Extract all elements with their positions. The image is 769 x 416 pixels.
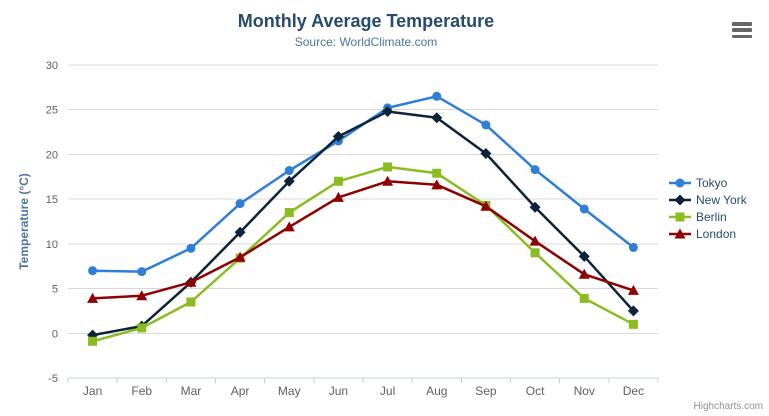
x-axis-label: Jan xyxy=(83,384,102,398)
triangle-marker-icon[interactable] xyxy=(480,200,492,211)
diamond-marker-icon[interactable] xyxy=(674,194,686,206)
triangle-marker-icon[interactable] xyxy=(529,235,541,246)
diamond-marker-icon[interactable] xyxy=(529,201,541,213)
legend-label: Berlin xyxy=(696,210,727,224)
series-london[interactable] xyxy=(87,175,639,303)
diamond-marker-icon[interactable] xyxy=(431,112,443,124)
triangle-marker-icon[interactable] xyxy=(382,175,394,186)
circle-marker-icon[interactable] xyxy=(186,243,196,253)
triangle-marker-icon[interactable] xyxy=(627,284,639,295)
circle-marker-icon[interactable] xyxy=(88,266,98,276)
triangle-marker-icon[interactable] xyxy=(136,290,148,301)
square-marker-icon[interactable] xyxy=(675,212,685,222)
legend-label: Tokyo xyxy=(696,176,728,190)
legend-item-tokyo[interactable]: Tokyo xyxy=(669,177,747,189)
diamond-marker-icon[interactable] xyxy=(283,175,295,187)
y-axis-label: 30 xyxy=(46,60,58,72)
triangle-legend-marker-icon xyxy=(669,228,691,239)
square-marker-icon[interactable] xyxy=(579,293,589,303)
circle-marker-icon[interactable] xyxy=(432,91,442,101)
circle-marker-icon[interactable] xyxy=(579,204,589,214)
circle-marker-icon[interactable] xyxy=(284,166,294,176)
y-axis-label: 15 xyxy=(46,194,58,206)
x-axis-label: Aug xyxy=(426,384,447,398)
square-marker-icon[interactable] xyxy=(88,336,98,346)
series-new-york[interactable] xyxy=(87,106,639,341)
square-marker-icon[interactable] xyxy=(432,168,442,178)
square-marker-icon[interactable] xyxy=(333,176,343,186)
square-marker-icon[interactable] xyxy=(530,248,540,258)
square-legend-marker-icon xyxy=(669,212,691,222)
x-axis-label: Sep xyxy=(475,384,497,398)
export-menu-button[interactable] xyxy=(732,22,752,38)
y-axis-label: 20 xyxy=(46,149,58,161)
triangle-marker-icon[interactable] xyxy=(234,251,246,262)
chart-title: Monthly Average Temperature xyxy=(237,11,495,31)
diamond-marker-icon[interactable] xyxy=(480,148,492,160)
circle-marker-icon[interactable] xyxy=(235,199,245,209)
x-axis-label: Jun xyxy=(329,384,348,398)
diamond-marker-icon[interactable] xyxy=(578,250,590,262)
series-line[interactable] xyxy=(91,110,635,337)
triangle-marker-icon[interactable] xyxy=(431,179,443,190)
y-axis-label: 10 xyxy=(46,239,58,251)
chart-subtitle: Source: WorldClimate.com xyxy=(294,35,438,49)
circle-legend-marker-icon xyxy=(669,178,691,188)
legend: Tokyo New York Berlin London xyxy=(669,177,747,240)
legend-item-new-york[interactable]: New York xyxy=(669,194,747,206)
triangle-marker-icon[interactable] xyxy=(332,191,344,202)
legend-item-berlin[interactable]: Berlin xyxy=(669,211,747,223)
triangle-marker-icon[interactable] xyxy=(283,221,295,232)
triangle-marker-icon[interactable] xyxy=(674,228,686,239)
hamburger-menu-icon xyxy=(732,28,752,32)
x-axis-label: Dec xyxy=(623,384,644,398)
y-axis-title: Temperature (°C) xyxy=(17,173,31,270)
circle-marker-icon[interactable] xyxy=(628,242,638,252)
diamond-marker-icon[interactable] xyxy=(382,106,394,118)
circle-marker-icon[interactable] xyxy=(530,165,540,175)
x-axis-label: Oct xyxy=(526,384,545,398)
diamond-marker-icon[interactable] xyxy=(627,305,639,317)
x-axis-label: Feb xyxy=(131,384,152,398)
legend-label: London xyxy=(696,227,737,241)
square-marker-icon[interactable] xyxy=(628,319,638,329)
diamond-marker-icon[interactable] xyxy=(332,131,344,143)
square-marker-icon[interactable] xyxy=(383,162,393,172)
circle-marker-icon[interactable] xyxy=(137,267,147,277)
y-axis-label: 0 xyxy=(52,328,58,340)
y-axis-label: -5 xyxy=(48,373,58,385)
hamburger-menu-icon xyxy=(732,22,752,26)
highcharts-credit[interactable]: Highcharts.com xyxy=(693,401,763,412)
square-marker-icon[interactable] xyxy=(137,323,147,333)
x-axis-label: Jul xyxy=(380,384,395,398)
legend-item-london[interactable]: London xyxy=(669,228,747,240)
diamond-legend-marker-icon xyxy=(669,194,691,206)
x-axis-label: Apr xyxy=(231,384,250,398)
y-axis-label: 5 xyxy=(52,284,58,296)
legend-label: New York xyxy=(696,193,747,207)
diamond-marker-icon[interactable] xyxy=(234,226,246,238)
triangle-marker-icon[interactable] xyxy=(578,268,590,279)
square-marker-icon[interactable] xyxy=(284,208,294,218)
x-axis-label: Mar xyxy=(181,384,202,398)
x-axis-label: Nov xyxy=(574,384,595,398)
hamburger-menu-icon xyxy=(732,34,752,38)
triangle-marker-icon[interactable] xyxy=(185,276,197,287)
square-marker-icon[interactable] xyxy=(186,297,196,307)
series-line[interactable] xyxy=(91,165,635,343)
series-line[interactable] xyxy=(91,95,635,273)
circle-marker-icon[interactable] xyxy=(675,178,685,188)
circle-marker-icon[interactable] xyxy=(481,120,491,130)
x-axis-label: May xyxy=(278,384,301,398)
triangle-marker-icon[interactable] xyxy=(87,292,99,303)
series-line[interactable] xyxy=(91,180,635,300)
y-axis-label: 25 xyxy=(46,105,58,117)
series-tokyo[interactable] xyxy=(88,91,638,277)
